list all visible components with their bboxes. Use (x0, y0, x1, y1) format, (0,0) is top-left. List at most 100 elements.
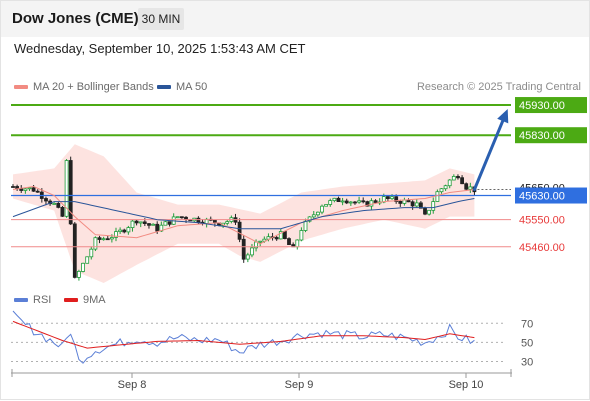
support-label: 45460.00 (519, 242, 565, 254)
pivot-label-box (515, 187, 587, 204)
candle-body (130, 220, 135, 229)
candle-body (414, 202, 419, 207)
candle-body (138, 221, 143, 224)
ma20-legend-label: MA 20 + Bollinger Bands (33, 81, 154, 93)
candle-body (282, 231, 287, 239)
projection-arrow-head (497, 109, 509, 124)
candle-body (64, 160, 69, 217)
candle-body (451, 175, 456, 181)
chart-header: Dow Jones (CME) 30 MIN (1, 1, 589, 37)
candle-body (68, 160, 73, 225)
x-tick-label: Sep 8 (118, 379, 147, 391)
x-tick-label: Sep 10 (449, 379, 484, 391)
candle-body (56, 202, 61, 208)
rsi-tick-label: 70 (521, 318, 533, 330)
credit-text: Research © 2025 Trading Central (416, 81, 581, 93)
rsi-tick-label: 30 (521, 356, 533, 368)
candle-body (118, 229, 122, 233)
candle-body (134, 220, 139, 224)
candle-body (361, 200, 366, 203)
candle-body (258, 240, 263, 243)
candle-body (320, 205, 324, 213)
resistance-label-box (515, 127, 587, 144)
candle-body (89, 248, 94, 258)
ma20-legend-swatch (14, 85, 28, 89)
candle-body (250, 247, 254, 256)
candle-body (72, 223, 77, 278)
timeframe-button[interactable]: 30 MIN (138, 8, 184, 30)
projection-arrow-shaft (472, 113, 507, 191)
candle-body (328, 200, 333, 205)
resistance-label-box (515, 97, 587, 114)
candle-body (468, 186, 473, 190)
candle-body (245, 254, 250, 260)
candle-body (357, 200, 362, 203)
candle-body (394, 196, 399, 202)
candle-body (81, 262, 85, 272)
candle-body (31, 187, 36, 192)
candle-body (175, 216, 180, 219)
candle-body (295, 239, 300, 248)
candle-body (385, 196, 390, 200)
candle-body (60, 206, 65, 217)
candle-body (35, 190, 40, 193)
candle-body (147, 223, 151, 226)
candle-body (114, 231, 118, 238)
candle-body (410, 201, 415, 207)
candle-body (390, 196, 394, 199)
candle-body (155, 223, 160, 232)
candle-body (196, 217, 201, 223)
candle-body (443, 185, 448, 190)
chart-datetime: Wednesday, September 10, 2025 1:53:43 AM… (14, 41, 306, 56)
candle-body (398, 200, 403, 204)
ma50-legend-swatch (157, 85, 171, 89)
candle-body (77, 270, 81, 278)
candle-body (85, 256, 90, 264)
candle-body (447, 179, 452, 187)
candle-body (418, 202, 423, 209)
rsi-legend-swatch (14, 298, 28, 302)
candle-body (122, 229, 127, 233)
candle-body (179, 216, 184, 219)
instrument-title: Dow Jones (CME) (12, 10, 139, 27)
candle-body (423, 207, 427, 215)
candle-body (225, 221, 230, 224)
candle-body (52, 202, 57, 205)
candle-body (151, 223, 156, 226)
rsi-ma9-legend-swatch (64, 298, 78, 302)
candle-body (439, 188, 444, 193)
candle-body (373, 200, 378, 203)
rsi-tick-label: 50 (521, 337, 533, 349)
rsi-line (12, 310, 475, 364)
candle-body (274, 237, 279, 240)
x-tick-label: Sep 9 (285, 379, 314, 391)
candle-body (332, 197, 337, 202)
candle-body (241, 238, 246, 260)
candle-body (126, 227, 131, 233)
rsi-ma9-line (12, 320, 475, 349)
candle-body (278, 231, 283, 240)
candle-body (163, 221, 168, 226)
candle-body (336, 197, 341, 203)
candle-body (365, 201, 370, 207)
candle-body (19, 188, 24, 191)
candle-body (299, 230, 304, 241)
candle-body (11, 186, 15, 188)
candle-body (348, 201, 353, 204)
candle-body (27, 187, 32, 190)
rsi-legend-label: RSI (33, 294, 52, 306)
candle-body (110, 237, 114, 240)
candle-body (435, 191, 440, 202)
ma50-legend-label: MA 50 (176, 81, 208, 93)
candle-body (427, 209, 432, 215)
pivot-label: 45630.00 (519, 191, 565, 203)
resistance-label: 45830.00 (519, 130, 565, 142)
rsi-ma9-legend-label: 9MA (83, 294, 106, 306)
candle-body (464, 183, 469, 190)
candle-body (97, 237, 102, 240)
resistance-label: 45930.00 (519, 100, 565, 112)
candle-body (105, 238, 110, 241)
ma20-line (12, 185, 475, 245)
ma50-line (12, 198, 475, 230)
